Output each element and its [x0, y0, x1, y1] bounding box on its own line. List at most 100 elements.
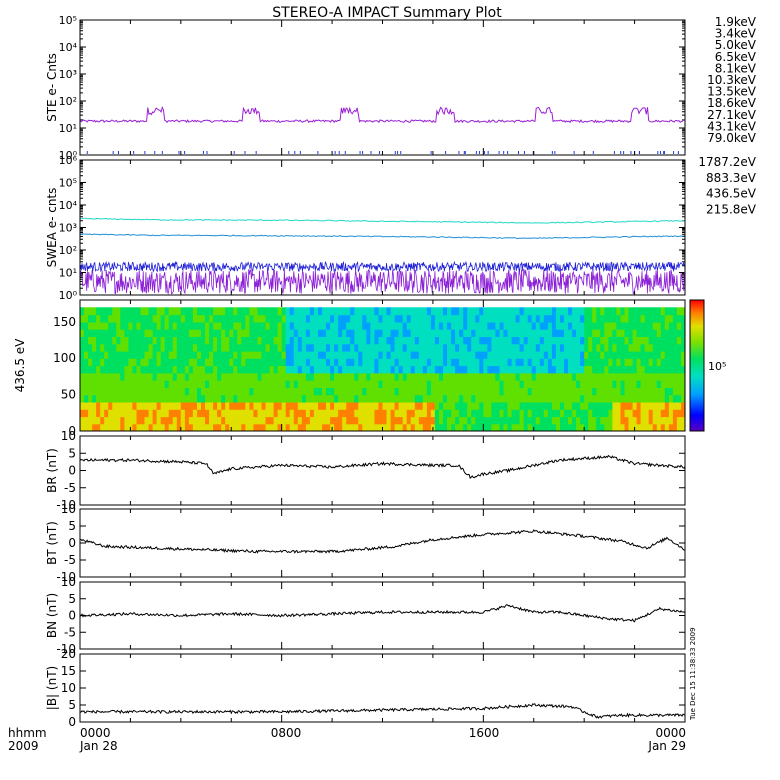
pad-cell	[209, 401, 214, 410]
pad-cell	[422, 350, 428, 359]
pad-cell	[414, 314, 420, 323]
pad-cell	[96, 307, 101, 316]
pad-cell	[160, 307, 166, 316]
pad-cell	[564, 343, 569, 352]
pad-cell	[201, 409, 206, 418]
pad-cell	[455, 365, 460, 374]
pad-cell	[592, 358, 597, 367]
pad-cell	[188, 336, 194, 345]
pad-cell	[346, 380, 351, 388]
pad-cell	[205, 401, 210, 410]
pad-cell	[124, 365, 129, 374]
pad-cell	[358, 416, 363, 425]
pad-cell	[330, 350, 335, 359]
pad-cell	[551, 365, 557, 374]
pad-cell	[410, 401, 416, 410]
pad-cell	[201, 401, 206, 410]
pad-cell	[636, 350, 642, 359]
pad-cell	[447, 321, 452, 330]
pad-cell	[515, 358, 521, 367]
pad-cell	[584, 321, 589, 330]
pad-cell	[499, 394, 504, 403]
pad-cell	[564, 423, 569, 431]
pad-cell	[672, 409, 678, 418]
pad-cell	[322, 321, 327, 330]
pad-cell	[467, 314, 472, 323]
pad-cell	[402, 350, 408, 359]
pad-cell	[463, 307, 468, 316]
pad-cell	[616, 321, 621, 330]
pad-cell	[144, 350, 149, 359]
pad-cell	[555, 372, 561, 381]
pad-cell	[160, 416, 166, 425]
pad-cell	[273, 314, 279, 323]
pad-cell	[217, 358, 222, 367]
pad-cell	[261, 307, 266, 316]
pad-cell	[644, 307, 650, 316]
pad-cell	[346, 350, 351, 359]
pad-cell	[398, 321, 404, 330]
pad-cell	[463, 394, 468, 403]
pad-cell	[434, 314, 440, 323]
pad-cell	[108, 423, 113, 431]
pad-cell	[572, 394, 577, 403]
pad-cell	[386, 336, 391, 345]
pad-cell	[660, 350, 666, 359]
pad-cell	[523, 329, 529, 337]
pad-cell	[92, 394, 97, 403]
pad-cell	[543, 350, 549, 359]
pad-cell	[527, 387, 533, 396]
pad-cell	[225, 358, 230, 367]
pad-cell	[652, 307, 658, 316]
pad-cell	[326, 387, 331, 396]
pad-cell	[293, 314, 299, 323]
pad-cell	[354, 387, 359, 396]
pad-cell	[672, 343, 678, 352]
pad-cell	[539, 365, 545, 374]
pad-cell	[354, 358, 359, 367]
pad-cell	[120, 329, 125, 337]
pad-cell	[334, 321, 339, 330]
pad-cell	[172, 401, 178, 410]
pad-cell	[374, 350, 379, 359]
pad-cell	[148, 409, 154, 418]
pad-cell	[491, 394, 496, 403]
pad-cell	[104, 358, 109, 367]
pad-cell	[100, 387, 105, 396]
pad-cell	[261, 416, 266, 425]
pad-cell	[527, 350, 533, 359]
pad-cell	[539, 307, 545, 316]
pad-cell	[471, 372, 476, 381]
pad-cell	[410, 423, 416, 431]
pad-cell	[491, 372, 496, 381]
pad-cell	[426, 416, 432, 425]
pad-cell	[475, 329, 480, 337]
pad-cell	[531, 314, 537, 323]
pad-cell	[188, 314, 194, 323]
pad-cell	[313, 343, 319, 352]
pad-cell	[88, 423, 93, 431]
pad-cell	[168, 372, 174, 381]
pad-cell	[612, 365, 617, 374]
pad-cell	[233, 365, 238, 374]
pad-cell	[197, 416, 202, 425]
pad-cell	[410, 307, 416, 316]
pad-cell	[330, 409, 335, 418]
pad-cell	[447, 423, 452, 431]
pad-cell	[612, 336, 617, 345]
pad-cell	[346, 365, 351, 374]
pad-cell	[660, 401, 666, 410]
pad-cell	[176, 409, 182, 418]
pad-cell	[205, 416, 210, 425]
pad-cell	[386, 401, 391, 410]
pad-cell	[148, 358, 154, 367]
pad-cell	[672, 350, 678, 359]
pad-cell	[297, 409, 303, 418]
pad-cell	[632, 321, 638, 330]
pad-cell	[592, 387, 597, 396]
pad-cell	[346, 416, 351, 425]
pad-cell	[624, 365, 629, 374]
pad-cell	[668, 401, 674, 410]
br-series-line	[79, 454, 686, 479]
